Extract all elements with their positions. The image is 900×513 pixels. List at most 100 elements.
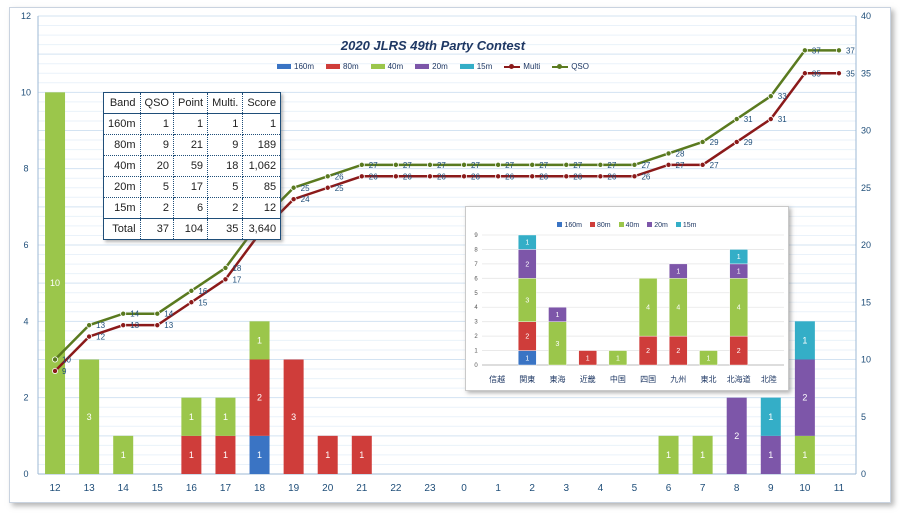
inset-bar-15m	[729, 249, 748, 265]
inset-y-tick-label: 9	[474, 233, 478, 239]
x-tick-label: 22	[390, 483, 402, 494]
inset-y-tick-label: 0	[474, 363, 478, 369]
legend-label: 20m	[432, 62, 448, 71]
y2-tick-label: 10	[861, 355, 871, 365]
inset-legend-label: 20m	[654, 222, 668, 229]
line-data-label: 17	[232, 275, 241, 284]
legend-swatch	[552, 63, 569, 69]
legend-label: 160m	[294, 62, 315, 71]
line-data-label: 14	[130, 310, 139, 319]
line-data-label: 26	[403, 172, 412, 181]
line-data-label: 26	[505, 172, 514, 181]
inset-x-tick-label: 九州	[670, 375, 686, 384]
inset-x-tick-label: 関東	[519, 374, 535, 384]
line-data-label: 28	[676, 149, 685, 158]
inset-x-tick-label: 中国	[610, 374, 626, 384]
inset-legend: 160m 80m 40m 20m 15m	[466, 222, 788, 229]
bar-15m	[794, 321, 815, 360]
line-data-label: 15	[198, 298, 207, 307]
bar-data-label: 1	[802, 335, 807, 345]
bar-data-label: 1	[666, 450, 671, 460]
point-Multi	[188, 299, 195, 306]
table-row: 15m 2 6 2 12	[103, 197, 282, 219]
line-data-label: 16	[198, 287, 207, 296]
bar-data-label: 1	[223, 450, 228, 460]
x-tick-label: 9	[768, 483, 774, 494]
point-QSO	[52, 356, 59, 363]
inset-bar-data-label: 4	[676, 305, 680, 312]
line-data-label: 10	[62, 356, 71, 365]
point-Multi	[835, 70, 842, 77]
point-QSO	[461, 161, 468, 168]
point-QSO	[733, 116, 740, 123]
table-row: 160m 1 1 1 1	[103, 113, 282, 135]
inset-x-tick-label: 東海	[550, 374, 566, 384]
bar-40m	[249, 321, 270, 360]
inset-bar-data-label: 1	[737, 254, 741, 261]
bar-80m	[215, 435, 236, 474]
line-data-label: 27	[437, 161, 446, 170]
table-cell: 12	[242, 197, 282, 219]
legend-swatch	[504, 63, 521, 69]
x-tick-label: 20	[322, 483, 334, 494]
y2-tick-label: 30	[861, 126, 871, 136]
bar-data-label: 1	[121, 450, 126, 460]
table-cell: 20m	[103, 176, 141, 198]
point-Multi	[733, 138, 740, 145]
legend-item-160m: 160m	[277, 62, 314, 71]
point-QSO	[835, 47, 842, 54]
inset-bar-data-label: 2	[646, 348, 650, 355]
bar-80m	[283, 359, 304, 474]
bar-data-label: 2	[257, 393, 262, 403]
bar-80m	[351, 435, 372, 474]
table-cell: 17	[172, 176, 209, 198]
point-Multi	[52, 367, 59, 374]
line-data-label: 27	[369, 161, 378, 170]
inset-legend-label: 160m	[564, 222, 582, 229]
score-table: Band QSO Point Multi. Score 160m 1 1 1 1 80m 9 21 9 18…	[103, 92, 282, 240]
x-tick-label: 5	[632, 483, 638, 494]
bar-40m	[692, 435, 713, 474]
line-data-label: 13	[130, 321, 139, 330]
table-cell: 6	[172, 197, 209, 219]
x-tick-label: 19	[288, 483, 300, 494]
y-tick-label: 10	[21, 87, 31, 97]
inset-y-tick-label: 1	[474, 349, 478, 355]
table-cell: 5	[139, 176, 174, 198]
legend-swatch	[326, 64, 341, 69]
table-cell: 35	[207, 218, 244, 240]
inset-bar-data-label: 3	[525, 298, 529, 305]
legend-swatch	[277, 64, 292, 69]
line-data-label: 27	[607, 161, 616, 170]
line-data-label: 18	[232, 264, 241, 273]
bar-data-label: 1	[189, 412, 194, 422]
bar-15m	[760, 397, 781, 436]
inset-x-tick-label: 北海道	[727, 374, 751, 384]
table-cell: Total	[103, 218, 141, 240]
line-data-label: 35	[812, 69, 821, 78]
inset-bar-data-label: 1	[707, 355, 711, 362]
inset-x-tick-label: 北陸	[761, 374, 777, 384]
bar-data-label: 1	[700, 450, 705, 460]
x-tick-label: 14	[118, 483, 130, 494]
point-Multi	[324, 184, 331, 191]
table-cell: 15m	[103, 197, 141, 219]
point-Multi	[631, 173, 638, 180]
y-tick-label: 0	[23, 469, 28, 479]
y2-tick-label: 15	[861, 297, 871, 307]
x-tick-label: 0	[461, 483, 467, 494]
x-tick-label: 12	[49, 483, 61, 494]
inset-x-tick-label: 近畿	[580, 374, 596, 384]
inset-bar-data-label: 4	[737, 305, 741, 312]
point-QSO	[801, 47, 808, 54]
inset-bar-data-label: 3	[556, 341, 560, 348]
bar-data-label: 1	[768, 412, 773, 422]
inset-bar-data-label: 1	[676, 269, 680, 276]
table-cell: 2	[139, 197, 174, 219]
point-Multi	[222, 276, 229, 283]
legend-label: 80m	[343, 62, 359, 71]
chart-title: 2020 JLRS 49th Party Contest	[340, 38, 526, 53]
line-data-label: 27	[710, 161, 719, 170]
line-data-label: 26	[471, 172, 480, 181]
table-cell: 21	[172, 134, 209, 156]
